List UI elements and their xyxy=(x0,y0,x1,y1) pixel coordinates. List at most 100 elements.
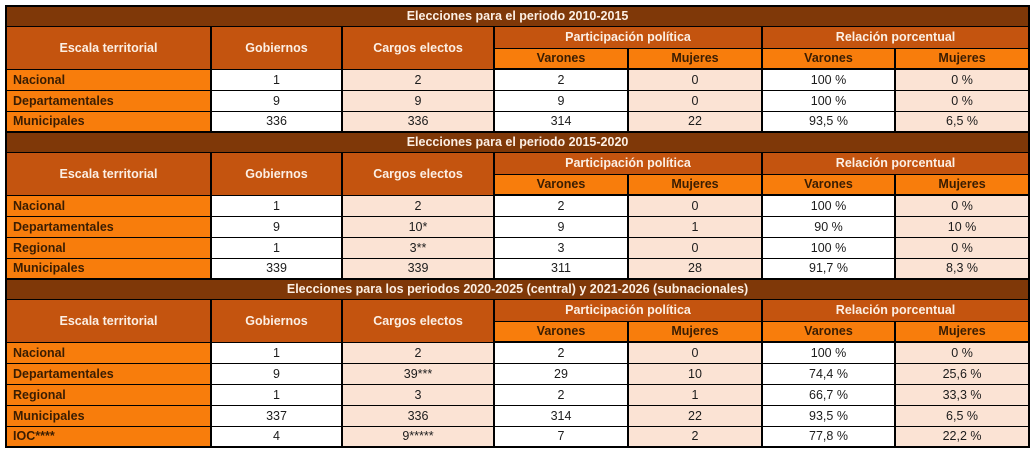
cell-rp-varones: 74,4 % xyxy=(761,362,896,385)
subheader-relacion-mujeres: Mujeres xyxy=(893,320,1031,343)
subheader-row: Varones Mujeres Varones Mujeres xyxy=(6,173,1031,196)
cell-rp-varones: 100 % xyxy=(761,341,896,364)
subheader-participacion-mujeres: Mujeres xyxy=(627,47,763,70)
cell-pp-mujeres: 1 xyxy=(627,383,763,406)
cell-pp-mujeres: 0 xyxy=(627,236,763,259)
col-header-participacion-politica: Participación política xyxy=(493,298,763,322)
elections-table-frame: Elecciones para el periodo 2010-2015 Esc… xyxy=(4,5,1031,448)
row-label: Municipales xyxy=(5,110,212,133)
subheader-row: Varones Mujeres Varones Mujeres xyxy=(6,47,1031,70)
cell-gobiernos: 1 xyxy=(210,68,343,91)
subheader-relacion-varones: Varones xyxy=(761,173,896,196)
col-header-relacion-porcentual: Relación porcentual xyxy=(760,151,1031,175)
cell-cargos-electos: 3 xyxy=(341,383,495,406)
cell-pp-varones: 2 xyxy=(493,341,629,364)
cell-pp-varones: 29 xyxy=(493,362,629,385)
section-title: Elecciones para los periodos 2020-2025 (… xyxy=(4,278,1031,300)
cell-rp-varones: 100 % xyxy=(761,194,896,217)
cell-cargos-electos: 3** xyxy=(341,236,495,259)
section-title-row: Elecciones para los periodos 2020-2025 (… xyxy=(4,278,1031,300)
cell-gobiernos: 1 xyxy=(210,383,343,406)
table-row: Departamentales 9 10* 9 1 90 % 10 % xyxy=(5,215,1031,238)
col-header-cargos-electos: Cargos electos xyxy=(341,298,495,343)
cell-rp-mujeres: 0 % xyxy=(893,68,1031,91)
cell-rp-mujeres: 10 % xyxy=(893,215,1031,238)
section-title: Elecciones para el periodo 2010-2015 xyxy=(4,5,1031,27)
cell-pp-mujeres: 2 xyxy=(627,425,763,448)
table-row: Municipales 336 336 314 22 93,5 % 6,5 % xyxy=(5,110,1031,133)
table-row: Municipales 339 339 311 28 91,7 % 8,3 % xyxy=(5,257,1031,280)
subheader-relacion-varones: Varones xyxy=(761,47,896,70)
subheader-participacion-varones: Varones xyxy=(493,173,629,196)
table-row: Nacional 1 2 2 0 100 % 0 % xyxy=(5,194,1031,217)
row-label: Municipales xyxy=(5,404,212,427)
col-header-cargos-electos: Cargos electos xyxy=(341,151,495,196)
cell-rp-mujeres: 0 % xyxy=(893,89,1031,112)
cell-rp-varones: 91,7 % xyxy=(761,257,896,280)
header-row: Escala territorial Gobiernos Cargos elec… xyxy=(5,25,1031,70)
col-header-escala-territorial: Escala territorial xyxy=(5,151,212,196)
col-header-participacion-politica: Participación política xyxy=(493,25,763,49)
elections-table: Elecciones para el periodo 2010-2015 Esc… xyxy=(4,5,1031,448)
cell-gobiernos: 4 xyxy=(210,425,343,448)
subheader-participacion-mujeres: Mujeres xyxy=(627,173,763,196)
col-header-gobiernos: Gobiernos xyxy=(210,298,343,343)
cell-rp-mujeres: 25,6 % xyxy=(893,362,1031,385)
cell-rp-varones: 100 % xyxy=(761,89,896,112)
cell-pp-varones: 9 xyxy=(493,215,629,238)
subheader-row: Varones Mujeres Varones Mujeres xyxy=(6,320,1031,343)
cell-rp-mujeres: 0 % xyxy=(893,341,1031,364)
cell-cargos-electos: 9***** xyxy=(341,425,495,448)
cell-cargos-electos: 10* xyxy=(341,215,495,238)
row-label: Departamentales xyxy=(5,362,212,385)
cell-rp-varones: 100 % xyxy=(761,236,896,259)
cell-pp-varones: 314 xyxy=(493,110,629,133)
row-label: Nacional xyxy=(5,194,212,217)
subheader-relacion-mujeres: Mujeres xyxy=(893,47,1031,70)
cell-cargos-electos: 2 xyxy=(341,341,495,364)
col-header-gobiernos: Gobiernos xyxy=(210,151,343,196)
section-title-row: Elecciones para el periodo 2015-2020 xyxy=(4,131,1031,153)
row-label: Nacional xyxy=(5,68,212,91)
cell-pp-varones: 311 xyxy=(493,257,629,280)
cell-rp-mujeres: 6,5 % xyxy=(893,404,1031,427)
cell-gobiernos: 1 xyxy=(210,194,343,217)
cell-gobiernos: 9 xyxy=(210,362,343,385)
row-label: IOC**** xyxy=(5,425,212,448)
cell-pp-mujeres: 0 xyxy=(627,194,763,217)
cell-gobiernos: 9 xyxy=(210,215,343,238)
cell-pp-mujeres: 0 xyxy=(627,341,763,364)
row-label: Regional xyxy=(5,236,212,259)
table-row: Departamentales 9 39*** 29 10 74,4 % 25,… xyxy=(5,362,1031,385)
col-header-participacion-politica: Participación política xyxy=(493,151,763,175)
col-header-relacion-porcentual: Relación porcentual xyxy=(760,298,1031,322)
table-row: IOC**** 4 9***** 7 2 77,8 % 22,2 % xyxy=(5,425,1031,448)
cell-rp-mujeres: 0 % xyxy=(893,236,1031,259)
cell-pp-mujeres: 10 xyxy=(627,362,763,385)
cell-gobiernos: 1 xyxy=(210,341,343,364)
cell-pp-varones: 314 xyxy=(493,404,629,427)
row-label: Departamentales xyxy=(5,89,212,112)
cell-rp-varones: 90 % xyxy=(761,215,896,238)
cell-gobiernos: 336 xyxy=(210,110,343,133)
cell-gobiernos: 337 xyxy=(210,404,343,427)
cell-pp-mujeres: 28 xyxy=(627,257,763,280)
subheader-participacion-mujeres: Mujeres xyxy=(627,320,763,343)
cell-cargos-electos: 339 xyxy=(341,257,495,280)
cell-pp-mujeres: 0 xyxy=(627,68,763,91)
cell-pp-mujeres: 22 xyxy=(627,110,763,133)
cell-rp-varones: 66,7 % xyxy=(761,383,896,406)
cell-pp-mujeres: 1 xyxy=(627,215,763,238)
table-row: Nacional 1 2 2 0 100 % 0 % xyxy=(5,68,1031,91)
table-row: Municipales 337 336 314 22 93,5 % 6,5 % xyxy=(5,404,1031,427)
table-row: Departamentales 9 9 9 0 100 % 0 % xyxy=(5,89,1031,112)
cell-gobiernos: 9 xyxy=(210,89,343,112)
section-title-row: Elecciones para el periodo 2010-2015 xyxy=(4,5,1031,27)
subheader-relacion-varones: Varones xyxy=(761,320,896,343)
row-label: Nacional xyxy=(5,341,212,364)
cell-pp-varones: 9 xyxy=(493,89,629,112)
table-row: Regional 1 3 2 1 66,7 % 33,3 % xyxy=(5,383,1031,406)
cell-pp-varones: 3 xyxy=(493,236,629,259)
cell-pp-varones: 2 xyxy=(493,68,629,91)
row-label: Departamentales xyxy=(5,215,212,238)
